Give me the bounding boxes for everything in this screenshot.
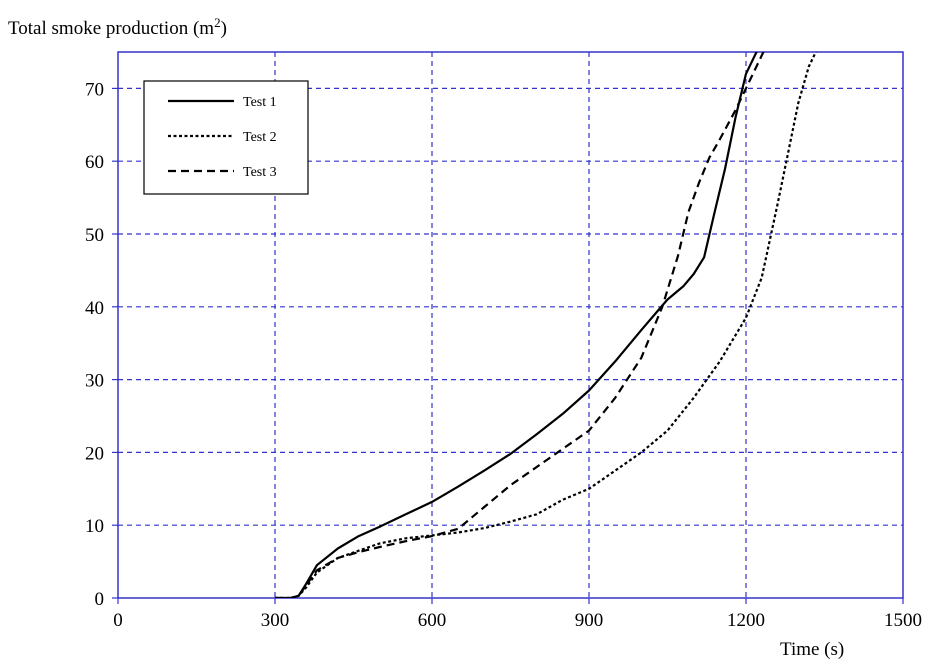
x-tick-label-900: 900	[575, 610, 604, 631]
legend-label-test-1: Test 1	[243, 95, 277, 110]
y-tick-label-60: 60	[85, 152, 104, 173]
series-line-test-2	[275, 52, 818, 598]
series-lines	[275, 52, 818, 598]
y-tick-label-40: 40	[85, 298, 104, 319]
x-tick-label-1500: 1500	[884, 610, 922, 631]
legend: Test 1 Test 2 Test 3	[143, 80, 309, 195]
legend-label-test-2: Test 2	[243, 130, 277, 145]
x-tick-label-1200: 1200	[727, 610, 765, 631]
y-tick-label-30: 30	[85, 371, 104, 392]
x-tick-label-300: 300	[261, 610, 290, 631]
y-tick-label-10: 10	[85, 516, 104, 537]
series-line-test-1	[275, 52, 759, 598]
y-axis-title-end: )	[221, 18, 227, 39]
legend-label-test-3: Test 3	[243, 165, 277, 180]
y-tick-label-50: 50	[85, 225, 104, 246]
plot-frame	[117, 51, 904, 599]
x-tick-label-0: 0	[113, 610, 123, 631]
y-tick-label-70: 70	[85, 79, 104, 100]
y-axis-title-main: Total smoke production (m	[8, 18, 214, 39]
x-axis-title: Time (s)	[780, 639, 844, 659]
y-tick-label-20: 20	[85, 443, 104, 464]
x-tick-label-600: 600	[418, 610, 447, 631]
y-tick-label-0: 0	[95, 589, 105, 610]
legend-box	[143, 80, 309, 195]
legend-entries: Test 1 Test 2 Test 3	[168, 95, 277, 180]
series-line-test-3	[275, 52, 765, 598]
tick-labels: 0 300 600 900 1200 1500 0 10 20 30 40 50 60 70	[85, 79, 922, 631]
y-axis-title-superscript: 2	[214, 15, 221, 30]
y-axis-title: Total smoke production (m2)	[8, 15, 227, 39]
